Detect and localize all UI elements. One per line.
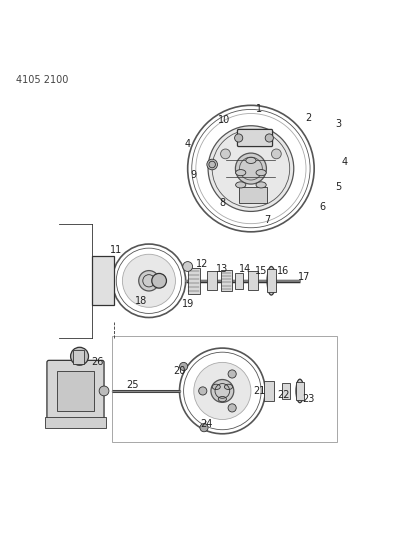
Ellipse shape xyxy=(212,384,220,390)
Text: 4: 4 xyxy=(184,139,191,149)
Circle shape xyxy=(183,262,193,271)
Text: 14: 14 xyxy=(239,263,251,273)
Ellipse shape xyxy=(224,384,233,390)
Circle shape xyxy=(228,370,236,378)
Circle shape xyxy=(122,254,175,308)
Text: 15: 15 xyxy=(255,265,267,276)
Text: 20: 20 xyxy=(173,366,186,376)
Text: 4105 2100: 4105 2100 xyxy=(16,75,69,85)
Text: 12: 12 xyxy=(196,260,208,270)
Bar xyxy=(112,336,337,442)
Text: 11: 11 xyxy=(110,245,122,255)
Text: 21: 21 xyxy=(253,386,265,396)
Bar xyxy=(282,383,290,399)
Text: 1: 1 xyxy=(256,104,262,115)
Circle shape xyxy=(199,387,207,395)
Text: 4: 4 xyxy=(341,157,348,167)
Circle shape xyxy=(139,271,159,291)
Circle shape xyxy=(194,362,251,419)
Circle shape xyxy=(235,153,266,184)
Ellipse shape xyxy=(236,182,246,188)
Circle shape xyxy=(152,273,166,288)
Circle shape xyxy=(71,348,89,365)
Bar xyxy=(73,350,84,365)
Ellipse shape xyxy=(256,169,266,176)
Text: 23: 23 xyxy=(302,394,314,404)
Circle shape xyxy=(211,379,234,402)
Text: 2: 2 xyxy=(305,112,311,123)
Circle shape xyxy=(200,424,208,432)
Circle shape xyxy=(221,149,231,159)
Circle shape xyxy=(246,193,256,203)
Text: 13: 13 xyxy=(216,263,228,273)
Circle shape xyxy=(228,404,236,412)
Text: 8: 8 xyxy=(219,198,226,208)
Text: 16: 16 xyxy=(277,266,290,277)
Text: 25: 25 xyxy=(126,380,139,390)
Circle shape xyxy=(180,362,188,370)
Text: 18: 18 xyxy=(135,296,147,306)
Text: 7: 7 xyxy=(264,215,271,224)
Text: 6: 6 xyxy=(319,203,326,212)
Circle shape xyxy=(265,134,273,142)
Bar xyxy=(248,271,258,290)
Text: 17: 17 xyxy=(298,272,310,282)
Text: 26: 26 xyxy=(92,358,104,367)
Text: 19: 19 xyxy=(182,299,194,309)
Text: 24: 24 xyxy=(200,418,212,429)
Text: 5: 5 xyxy=(335,182,342,192)
FancyBboxPatch shape xyxy=(47,360,104,422)
Ellipse shape xyxy=(218,397,226,402)
Ellipse shape xyxy=(246,157,256,164)
Text: 3: 3 xyxy=(335,119,342,128)
Bar xyxy=(221,270,232,292)
Circle shape xyxy=(235,134,243,142)
Ellipse shape xyxy=(267,266,276,295)
Bar xyxy=(92,256,114,305)
Text: 22: 22 xyxy=(277,390,290,400)
Circle shape xyxy=(99,386,109,396)
Ellipse shape xyxy=(236,169,246,176)
Bar xyxy=(235,273,243,289)
Bar xyxy=(57,370,94,411)
Ellipse shape xyxy=(256,182,266,188)
Circle shape xyxy=(208,126,294,212)
Bar xyxy=(239,187,267,203)
Bar xyxy=(267,269,276,292)
Bar xyxy=(207,271,217,290)
Circle shape xyxy=(271,149,281,159)
FancyBboxPatch shape xyxy=(237,130,273,147)
Bar xyxy=(264,381,274,401)
Ellipse shape xyxy=(296,379,304,403)
Bar xyxy=(188,268,200,294)
Bar xyxy=(45,417,106,427)
Text: 9: 9 xyxy=(191,169,197,180)
Text: 10: 10 xyxy=(218,115,231,125)
Bar xyxy=(296,382,304,400)
Circle shape xyxy=(207,159,217,170)
